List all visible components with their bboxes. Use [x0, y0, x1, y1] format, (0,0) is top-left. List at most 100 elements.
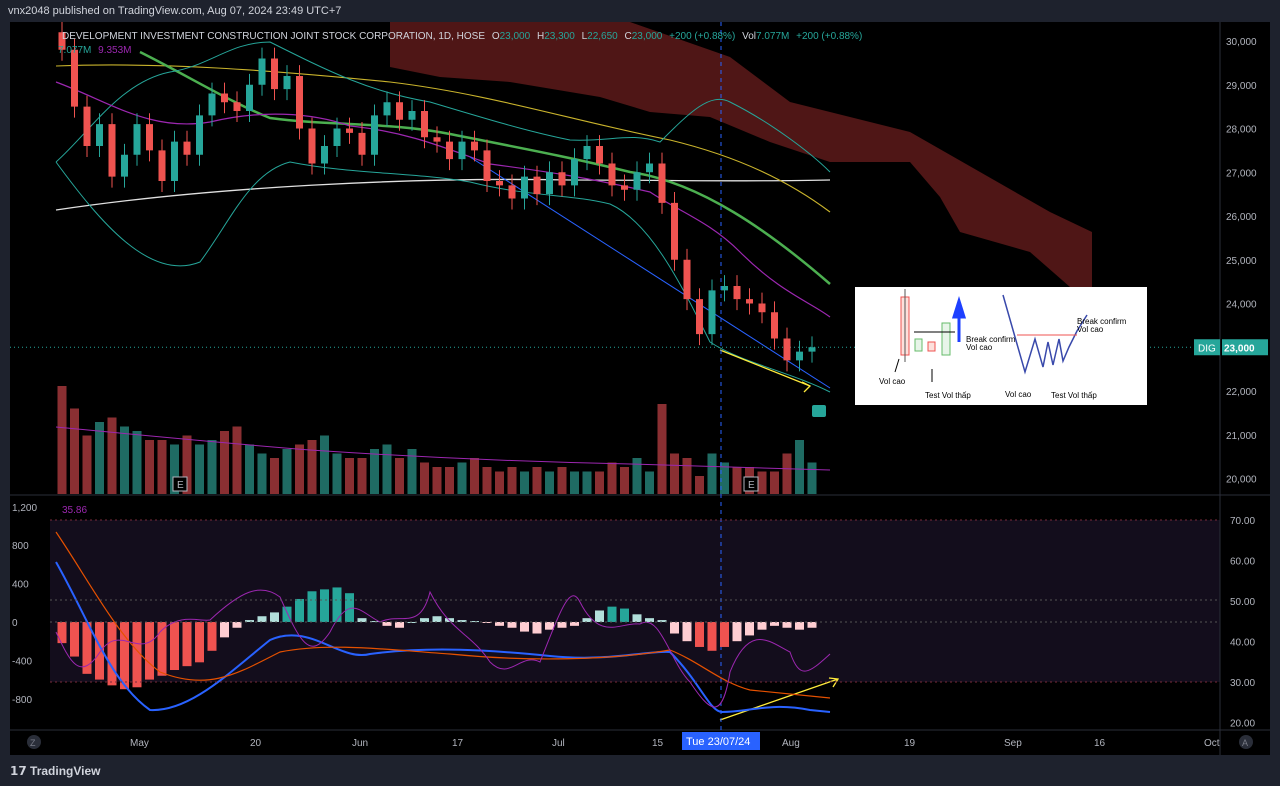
volume-bar: [695, 476, 704, 494]
price-axis-tick: 21,000: [1226, 431, 1257, 442]
candle-body: [533, 176, 541, 195]
volume-legend: 7.077M 9.353M: [58, 45, 132, 56]
inset-text-test-1: Test Vol thấp: [925, 391, 971, 400]
time-axis-tick: Jul: [552, 738, 565, 749]
volume-bar: [70, 408, 79, 494]
macd-histogram-bar: [582, 618, 592, 622]
candle-body: [146, 124, 153, 151]
macd-histogram-bar: [795, 622, 804, 630]
candle-body: [371, 115, 378, 155]
macd-histogram-bar: [470, 621, 479, 623]
volume-bar: [382, 444, 392, 494]
candle-body: [83, 106, 91, 146]
volume-bar: [345, 458, 354, 494]
candle-body: [508, 185, 516, 199]
rsi-axis-tick: 60.00: [1230, 557, 1255, 568]
inset-diagram: Break confirm Vol cao Vol cao Test Vol t…: [879, 289, 1127, 400]
macd-histogram-bar: [332, 587, 342, 622]
macd-histogram-bar: [270, 612, 279, 622]
macd-histogram-bar: [420, 618, 429, 622]
macd-histogram-bar: [520, 622, 529, 632]
volume-bar: [807, 462, 817, 494]
candle-body: [546, 172, 553, 195]
macd-histogram-bar: [95, 622, 104, 680]
price-axis-tick: 25,000: [1226, 256, 1257, 267]
macd-histogram-bar: [457, 620, 467, 622]
macd-histogram-bar: [70, 622, 79, 657]
macd-histogram-bar: [107, 622, 117, 686]
time-axis-tick: Jun: [352, 738, 368, 749]
candle-body: [258, 58, 266, 85]
candle-body: [333, 128, 341, 146]
candle-body: [271, 58, 278, 90]
candle-body: [408, 111, 416, 120]
earnings-marker-label: E: [177, 480, 184, 491]
buy-signal-marker: [812, 405, 826, 417]
inset-text-volcao-1: Vol cao: [966, 343, 993, 352]
macd-histogram-bar: [182, 622, 192, 667]
volume-bar: [332, 453, 342, 494]
volume-bar: [282, 449, 292, 494]
inset-price-path: [1002, 294, 1088, 375]
candle-body: [608, 163, 616, 186]
chart-area[interactable]: E E 30,000 29,000 28,000 27,000 26,000 25,000 24…: [10, 21, 1270, 755]
macd-histogram-bar: [645, 618, 654, 622]
time-axis-tick: Oct: [1204, 738, 1220, 749]
ma-50-line: [55, 64, 831, 213]
macd-histogram-bar: [732, 622, 742, 642]
candle-body: [621, 185, 628, 190]
divergence-arrow-osc: [719, 678, 839, 721]
candle-body: [471, 141, 478, 151]
candle-body: [171, 141, 178, 181]
macd-histogram-bar: [807, 622, 817, 628]
candle-body: [671, 202, 678, 260]
macd-histogram-bar: [557, 622, 567, 628]
macd-histogram-bar: [782, 622, 792, 628]
volume-bar: [357, 458, 367, 494]
auto-scale-icon-glyph: A: [1242, 738, 1248, 748]
macd-histogram-bar: [120, 622, 129, 690]
candle-body: [158, 150, 166, 181]
inset-candle-3: [941, 322, 951, 356]
legend-low: 22,650: [587, 31, 618, 42]
legend-o-label: O: [491, 31, 500, 42]
time-axis-tick: Sep: [1004, 738, 1022, 749]
candle-body: [771, 312, 778, 339]
candle-body: [283, 76, 291, 90]
candle-body: [596, 146, 603, 164]
volume-bar: [470, 458, 479, 494]
macd-histogram-bar: [607, 606, 617, 622]
volume-bar: [82, 435, 92, 494]
z-icon: [27, 735, 41, 749]
time-axis-tick: 17: [452, 738, 464, 749]
volume-bar: [570, 471, 579, 494]
macd-histogram-bar: [632, 614, 642, 622]
volume-bar: [95, 422, 104, 494]
volume-bar: [245, 444, 254, 494]
candle-body: [58, 32, 66, 50]
legend-c-label: C: [624, 31, 632, 42]
macd-histogram-bar: [507, 622, 517, 628]
volume-bar: [420, 462, 429, 494]
time-axis-tick: 20: [250, 738, 262, 749]
volume-bar: [795, 440, 804, 494]
legend-volume: 7.077M: [755, 31, 790, 42]
volume-bar: [720, 462, 729, 494]
volume-bar: [632, 458, 642, 494]
volume-bar: [520, 471, 529, 494]
rsi-line: [55, 589, 831, 708]
macd-histogram-bar: [682, 622, 692, 642]
volume-bar: [170, 444, 179, 494]
macd-histogram-bar: [495, 622, 504, 626]
macd-histogram-bar: [357, 618, 367, 622]
inset-up-arrow: [951, 295, 967, 342]
inset-text-volcao-4: Vol cao: [1005, 390, 1032, 399]
candle-body: [96, 124, 103, 146]
chart-legend: DEVELOPMENT INVESTMENT CONSTRUCTION JOIN…: [62, 31, 862, 42]
macd-histogram-bar: [720, 622, 729, 647]
macd-histogram-bar: [132, 622, 142, 688]
divergence-arrow-price: [719, 349, 811, 387]
tradingview-logo-icon: 𝟭𝟳: [10, 764, 31, 778]
candle-body: [108, 124, 116, 177]
tradingview-logo[interactable]: 𝟭𝟳 TradingView: [10, 764, 101, 778]
